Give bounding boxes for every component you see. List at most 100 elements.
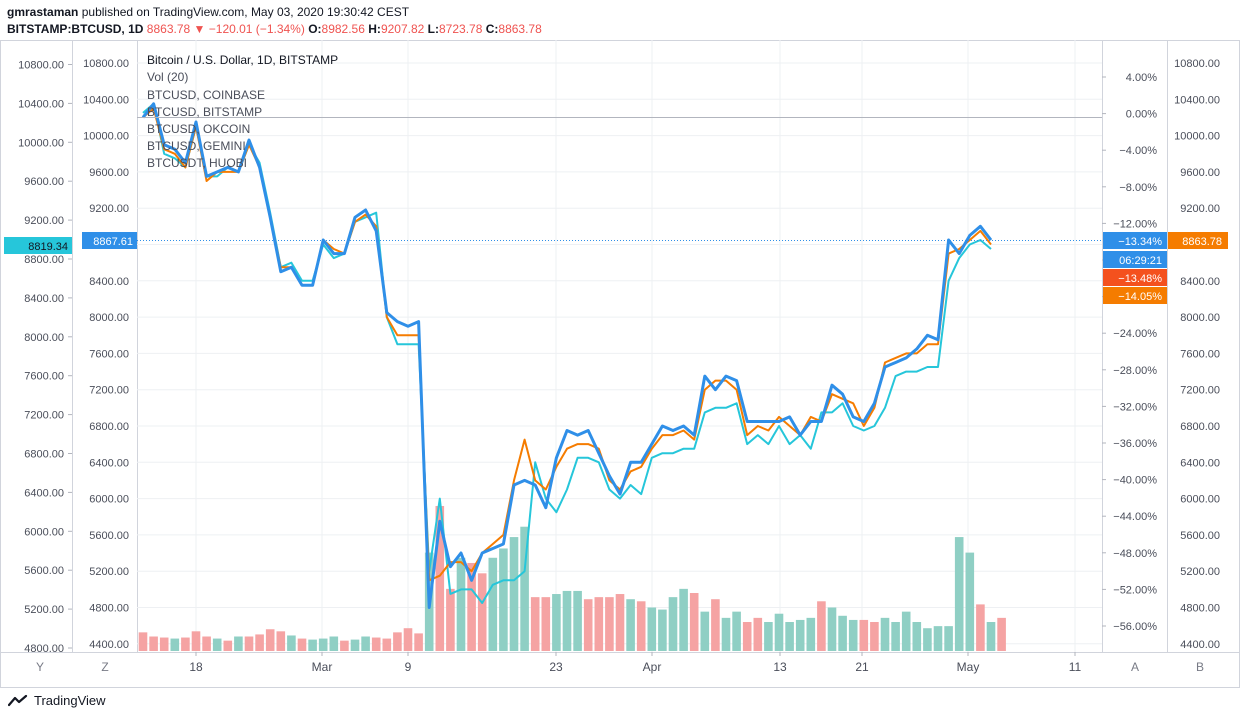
- volume-bar: [382, 638, 392, 651]
- a-axis-button[interactable]: A: [1131, 660, 1139, 674]
- volume-bar: [933, 626, 943, 651]
- legend-vol: Vol (20): [147, 70, 188, 84]
- symbol-name[interactable]: BITSTAMP:BTCUSD, 1D: [7, 22, 144, 36]
- volume-bar: [848, 619, 858, 651]
- pct-axis-tick: −28.00%: [1113, 365, 1157, 377]
- chart-header: gmrastaman published on TradingView.com,…: [0, 0, 1240, 40]
- right-axis-tick: 9200.00: [1180, 203, 1220, 215]
- volume-bar: [912, 622, 922, 651]
- time-axis[interactable]: 18 Mar 9 23 Apr 13 21 May 11: [189, 652, 1082, 674]
- chart-area[interactable]: 10800.00 10400.00 10000.00 9600.00 9200.00 88…: [0, 40, 1240, 688]
- left-axis-tick: 8400.00: [24, 293, 64, 305]
- volume-bar: [615, 594, 625, 651]
- tradingview-logo[interactable]: TradingView: [8, 693, 106, 708]
- volume-bar: [446, 588, 455, 651]
- volume-bar: [626, 599, 635, 651]
- volume-bar: [350, 639, 360, 651]
- z-axis-button[interactable]: Z: [101, 660, 108, 674]
- price-chart[interactable]: 10800.00 10400.00 10000.00 9600.00 9200.00 88…: [0, 40, 1240, 688]
- inner-axis-tick: 4800.00: [89, 603, 129, 615]
- volume-bar: [753, 617, 763, 651]
- pct-badge-orange: [1103, 287, 1167, 304]
- right-axis-tick: 9600.00: [1180, 167, 1220, 179]
- inner-axis-tick: 10400.00: [83, 94, 129, 106]
- left-axis-tick: 4800.00: [24, 643, 64, 655]
- volume-bar: [986, 622, 996, 651]
- legend-item-coinbase[interactable]: BTCUSD, COINBASE: [147, 88, 265, 102]
- volume-bar: [700, 611, 710, 651]
- low-value: 8723.78: [439, 22, 483, 36]
- right-axis-tick: 5200.00: [1180, 566, 1220, 578]
- open-label: O:: [308, 22, 322, 36]
- volume-bar: [477, 573, 487, 651]
- open-value: 8982.56: [321, 22, 365, 36]
- volume-bar: [562, 590, 572, 651]
- right-price-badge-text: 8863.78: [1182, 236, 1222, 248]
- left-price-axis[interactable]: 10800.00 10400.00 10000.00 9600.00 9200.00 88…: [18, 60, 72, 656]
- right-price-badge: [1168, 232, 1228, 249]
- right-price-axis[interactable]: 10800.00 10400.00 10000.00 9600.00 9200.00 88…: [1174, 58, 1220, 651]
- volume-bar: [817, 601, 826, 651]
- legend-item-gemini[interactable]: BTCUSD, GEMINI: [147, 139, 246, 153]
- volume-bar: [456, 557, 466, 651]
- volume-bar: [785, 622, 794, 651]
- pct-axis-tick: −48.00%: [1113, 548, 1157, 560]
- inner-axis-tick: 8400.00: [89, 276, 129, 288]
- volume-bar: [552, 594, 561, 651]
- volume-bar: [859, 619, 869, 651]
- pct-axis-tick: −4.00%: [1119, 145, 1157, 157]
- volume-bar: [414, 633, 423, 651]
- inner-price-axis[interactable]: 10800.0010400.0010000.009600.009200.0088…: [83, 58, 129, 651]
- countdown-badge: [1103, 251, 1167, 268]
- volume-bar: [234, 636, 243, 651]
- volume-bar: [605, 597, 614, 651]
- series-lines: [141, 102, 993, 609]
- left-axis-tick: 8800.00: [24, 254, 64, 266]
- inner-axis-tick: 4400.00: [89, 639, 129, 651]
- volume-bar: [435, 506, 445, 651]
- left-axis-tick: 9600.00: [24, 176, 64, 188]
- legend-item-huobi[interactable]: BTCUSDT, HUOBI: [147, 156, 247, 170]
- right-axis-tick: 10400.00: [1174, 94, 1220, 106]
- right-axis-tick: 10000.00: [1174, 131, 1220, 143]
- volume-bar: [149, 636, 158, 651]
- volume-bar: [202, 636, 211, 651]
- percent-axis[interactable]: 4.00%0.00%−4.00%−8.00%−12.00%−16.00%−20.…: [1102, 72, 1157, 633]
- time-axis-tick: 13: [773, 660, 787, 674]
- time-axis-tick: 21: [855, 660, 869, 674]
- volume-bar: [944, 626, 953, 651]
- volume-bar: [329, 636, 339, 651]
- time-axis-tick: Mar: [312, 660, 333, 674]
- volume-bar: [838, 615, 847, 651]
- volume-bar: [880, 617, 890, 651]
- y-axis-button[interactable]: Y: [36, 660, 44, 674]
- tradingview-logo-icon: [8, 694, 28, 706]
- chart-legend: Bitcoin / U.S. Dollar, 1D, BITSTAMP Vol …: [147, 53, 338, 170]
- author-name[interactable]: gmrastaman: [7, 5, 79, 19]
- publish-line: gmrastaman published on TradingView.com,…: [7, 5, 409, 19]
- left-axis-tick: 9200.00: [24, 215, 64, 227]
- time-axis-tick: 11: [1069, 660, 1082, 674]
- left-axis-tick: 8000.00: [24, 332, 64, 344]
- pct-axis-tick: −8.00%: [1119, 182, 1157, 194]
- chart-frame: [0, 40, 1240, 688]
- series-line-0: [141, 102, 993, 609]
- volume-bar: [774, 613, 784, 651]
- b-axis-button[interactable]: B: [1196, 660, 1204, 674]
- pct-axis-tick: −24.00%: [1113, 328, 1157, 340]
- volume-bar: [891, 622, 900, 651]
- legend-item-okcoin[interactable]: BTCUSD, OKCOIN: [147, 122, 250, 136]
- legend-item-bitstamp[interactable]: BTCUSD, BITSTAMP: [147, 105, 262, 119]
- volume-bar: [923, 628, 932, 651]
- high-value: 9207.82: [380, 22, 425, 36]
- left-axis-tick: 6000.00: [24, 526, 64, 538]
- volume-bar: [520, 526, 529, 651]
- publish-info: published on TradingView.com, May 03, 20…: [81, 5, 410, 19]
- down-arrow-icon: ▼: [193, 22, 206, 36]
- right-axis-tick: 7600.00: [1180, 348, 1220, 360]
- volume-bar: [159, 637, 169, 651]
- volume-bar: [181, 637, 190, 651]
- time-axis-tick: 9: [405, 660, 412, 674]
- price-change: −120.01 (−1.34%): [208, 22, 305, 36]
- volume-bar: [393, 632, 402, 651]
